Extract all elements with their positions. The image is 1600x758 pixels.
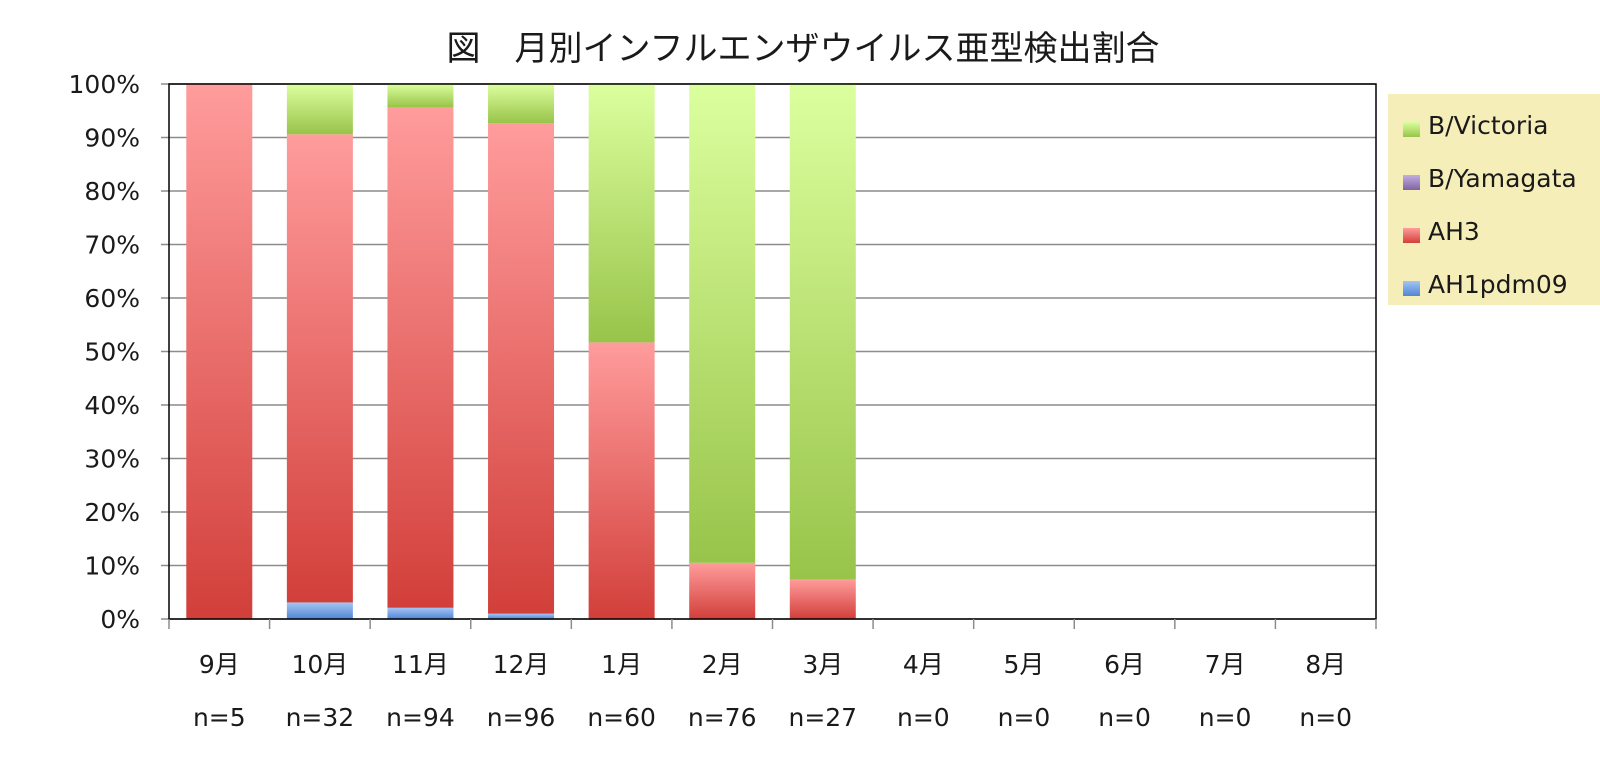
x-sample-size-label: n=32	[286, 703, 355, 732]
bar-ah3	[789, 579, 856, 619]
y-tick-label: 20%	[84, 498, 140, 527]
y-tick-label: 90%	[84, 124, 140, 153]
legend-label-ah3: AH3	[1428, 217, 1480, 246]
y-tick-label: 30%	[84, 445, 140, 474]
bar-ah3	[186, 84, 253, 619]
x-category-label: 12月	[493, 650, 550, 679]
bar-b-victoria	[286, 84, 353, 135]
y-tick-label: 10%	[84, 552, 140, 581]
bar-ah1pdm09	[387, 607, 454, 619]
bar-b-victoria	[689, 84, 756, 563]
bar-ah3	[387, 107, 454, 608]
y-tick-label: 70%	[84, 231, 140, 260]
x-sample-size-label: n=27	[788, 703, 857, 732]
bar-ah3	[286, 134, 353, 603]
x-sample-size-label: n=0	[1299, 703, 1352, 732]
bar-b-victoria	[488, 84, 555, 124]
legend-swatch-b-yamagata	[1403, 175, 1420, 190]
y-tick-label: 40%	[84, 391, 140, 420]
bar-ah3	[488, 123, 555, 614]
y-tick-label: 0%	[100, 605, 140, 634]
x-sample-size-label: n=0	[998, 703, 1051, 732]
y-tick-label: 100%	[69, 70, 140, 99]
x-sample-size-label: n=94	[386, 703, 455, 732]
bar-ah3	[588, 342, 655, 619]
x-sample-size-label: n=0	[897, 703, 950, 732]
bar-ah1pdm09	[286, 602, 353, 619]
x-category-label: 11月	[392, 650, 449, 679]
legend-box	[1388, 94, 1600, 305]
bar-b-victoria	[789, 84, 856, 580]
y-tick-label: 60%	[84, 284, 140, 313]
legend-swatch-ah1pdm09	[1403, 281, 1420, 296]
x-category-label: 2月	[702, 650, 743, 679]
x-sample-size-label: n=60	[587, 703, 656, 732]
x-sample-size-label: n=0	[1098, 703, 1151, 732]
bar-b-victoria	[387, 84, 454, 108]
x-category-label: 9月	[199, 650, 240, 679]
bar-ah1pdm09	[488, 613, 555, 619]
x-category-label: 8月	[1305, 650, 1346, 679]
axes: 0% 10% 20% 30% 40% 50% 60% 70% 80% 90% 100% 9月 n=5 10…	[69, 70, 1377, 732]
x-category-label: 10月	[291, 650, 348, 679]
x-sample-size-label: n=0	[1199, 703, 1252, 732]
chart-title: 図 月別インフルエンザウイルス亜型検出割合	[447, 29, 1160, 69]
y-tick-label: 50%	[84, 338, 140, 367]
bar-b-victoria	[588, 84, 655, 343]
legend-label-b-yamagata: B/Yamagata	[1428, 164, 1577, 193]
x-category-label: 1月	[601, 650, 642, 679]
x-sample-size-label: n=5	[193, 703, 246, 732]
legend-label-b-victoria: B/Victoria	[1428, 111, 1548, 140]
x-sample-size-label: n=96	[487, 703, 556, 732]
x-category-label: 5月	[1004, 650, 1045, 679]
bar-ah3	[689, 562, 756, 619]
x-category-label: 4月	[903, 650, 944, 679]
x-category-label: 7月	[1205, 650, 1246, 679]
x-category-label: 3月	[802, 650, 843, 679]
y-tick-label: 80%	[84, 177, 140, 206]
x-category-label: 6月	[1104, 650, 1145, 679]
legend-label-ah1pdm09: AH1pdm09	[1428, 270, 1568, 299]
legend: B/Victoria B/Yamagata AH3 AH1pdm09	[1388, 94, 1600, 305]
x-sample-size-label: n=76	[688, 703, 757, 732]
legend-swatch-b-victoria	[1403, 122, 1420, 137]
bars	[186, 84, 856, 619]
legend-swatch-ah3	[1403, 228, 1420, 243]
